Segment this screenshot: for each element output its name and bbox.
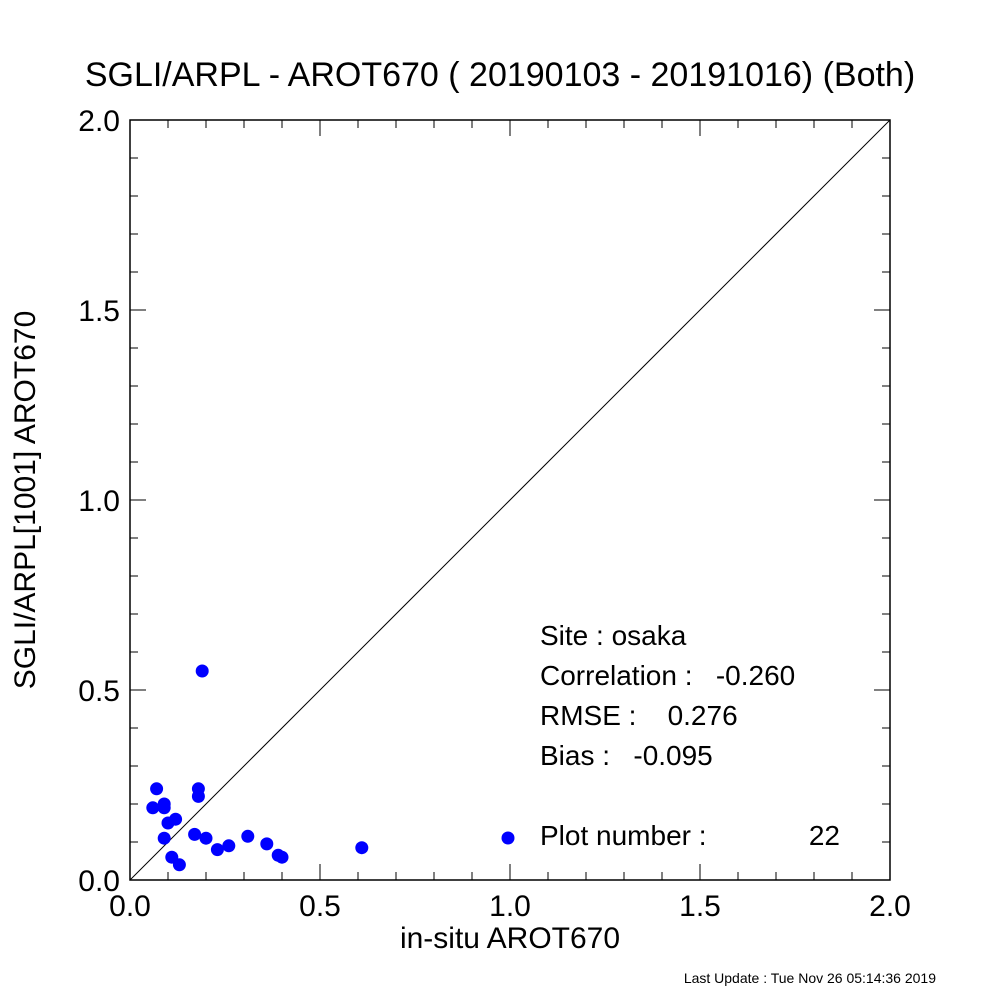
y-tick-label: 2.0 xyxy=(78,105,120,138)
x-tick-label: 1.5 xyxy=(679,890,721,923)
data-point xyxy=(146,801,160,815)
y-tick-label: 0.0 xyxy=(78,865,120,898)
data-point xyxy=(157,831,171,845)
data-point xyxy=(195,664,209,678)
data-point xyxy=(191,789,205,803)
data-point xyxy=(275,850,289,864)
bias-annotation: Bias : -0.095 xyxy=(540,740,713,771)
data-point xyxy=(172,858,186,872)
y-tick-label: 0.5 xyxy=(78,675,120,708)
chart-title: SGLI/ARPL - AROT670 ( 20190103 - 2019101… xyxy=(84,56,916,94)
x-tick-label: 0.0 xyxy=(109,890,151,923)
x-tick-label: 1.0 xyxy=(489,890,531,923)
y-tick-label: 1.0 xyxy=(78,485,120,518)
data-point xyxy=(169,812,183,826)
correlation-annotation: Correlation : -0.260 xyxy=(540,660,796,691)
plot-number-label: Plot number : xyxy=(540,820,707,851)
plot-number-value: 22 xyxy=(808,820,840,851)
data-point xyxy=(210,843,224,857)
y-axis-label: SGLI/ARPL[1001] AROT670 xyxy=(9,310,42,690)
one-to-one-line xyxy=(129,119,891,881)
data-point xyxy=(188,827,202,841)
tick-labels-layer: 0.0 0.5 1.0 1.5 2.0 0.0 0.5 1.0 1.5 2.0 xyxy=(78,105,911,923)
plot-frame xyxy=(129,119,891,881)
x-tick-label: 0.5 xyxy=(299,890,341,923)
site-annotation: Site : osaka xyxy=(540,620,687,651)
data-point xyxy=(355,841,369,855)
points-layer xyxy=(146,664,369,872)
data-point xyxy=(260,837,274,851)
data-point xyxy=(222,839,236,853)
data-point xyxy=(157,801,171,815)
y-tick-label: 1.5 xyxy=(78,295,120,328)
data-point xyxy=(241,829,255,843)
data-point xyxy=(150,782,164,796)
x-tick-label: 2.0 xyxy=(869,890,911,923)
data-point xyxy=(199,831,213,845)
x-axis-label: in-situ AROT670 xyxy=(399,922,621,955)
rmse-annotation: RMSE : 0.276 xyxy=(540,700,738,731)
legend-marker xyxy=(501,831,515,845)
last-update-footer: Last Update : Tue Nov 26 05:14:36 2019 xyxy=(683,970,936,986)
